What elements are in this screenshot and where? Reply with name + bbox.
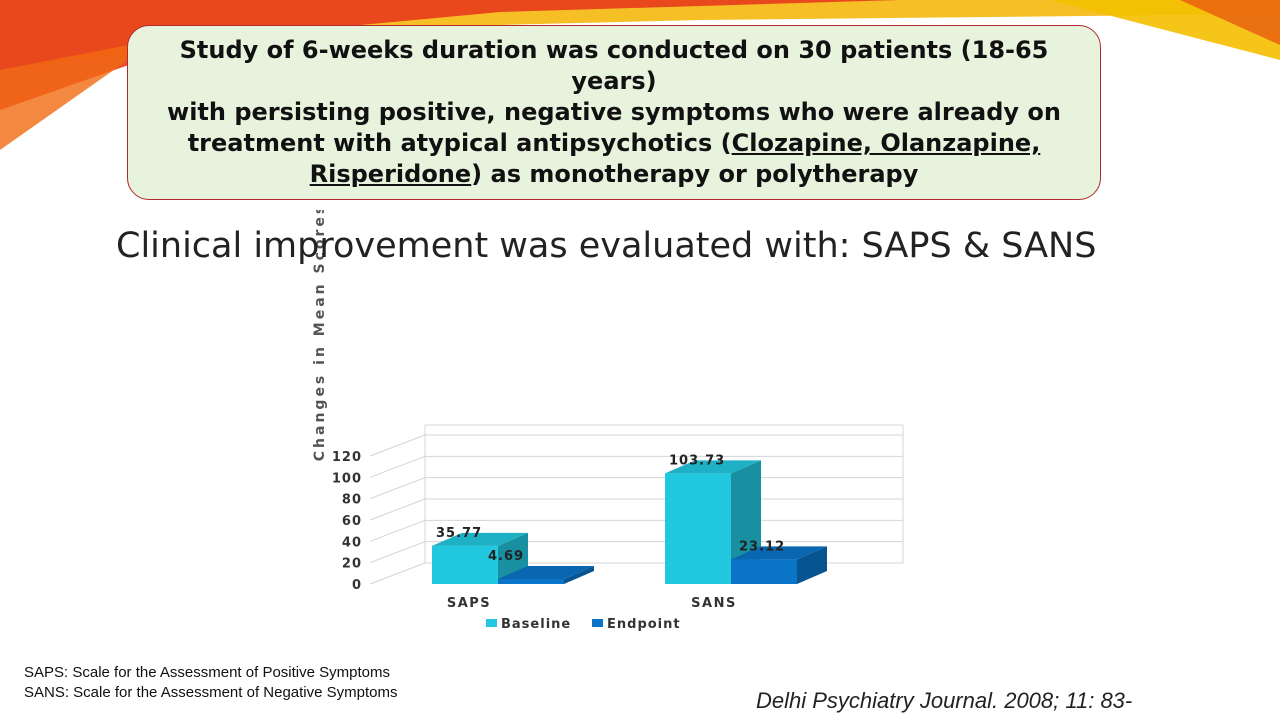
y-tick-label: 0 bbox=[352, 578, 362, 593]
study-summary-callout: Study of 6-weeks duration was conducted … bbox=[127, 25, 1101, 200]
legend-label: Endpoint bbox=[607, 617, 681, 632]
slide-subtitle: Clinical improvement was evaluated with:… bbox=[116, 226, 1097, 266]
gridline-depth bbox=[369, 498, 426, 521]
y-tick-label: 120 bbox=[332, 450, 362, 465]
footnote-sans: SANS: Scale for the Assessment of Negati… bbox=[24, 684, 398, 701]
legend-label: Baseline bbox=[501, 617, 571, 632]
gridline-depth bbox=[369, 519, 426, 542]
data-label: 4.69 bbox=[488, 549, 524, 564]
scores-bar-chart: 0 20 40 60 80 100 120 Changes in Mean Scores 35.… bbox=[312, 210, 904, 632]
drug-link-clozapine-olanzapine[interactable]: Clozapine, Olanzapine, bbox=[731, 129, 1041, 157]
y-axis-title: Changes in Mean Scores bbox=[312, 210, 328, 461]
y-tick-label: 100 bbox=[332, 471, 362, 486]
bar-top bbox=[432, 532, 528, 546]
legend-swatch bbox=[486, 619, 497, 627]
legend-swatch bbox=[592, 619, 603, 627]
y-tick-label: 80 bbox=[342, 493, 362, 508]
bar-baseline-sans bbox=[665, 473, 731, 584]
data-label: 103.73 bbox=[669, 453, 725, 468]
bar-endpoint-sans bbox=[731, 559, 797, 584]
gridline-depth bbox=[369, 541, 426, 564]
bar-baseline-saps bbox=[432, 545, 498, 584]
bar-side bbox=[564, 565, 594, 584]
y-tick-label: 60 bbox=[342, 514, 362, 529]
bar-side bbox=[797, 546, 827, 584]
gridline-depth bbox=[369, 562, 426, 585]
gridline-depth bbox=[369, 455, 426, 478]
study-summary-text: Study of 6-weeks duration was conducted … bbox=[158, 35, 1070, 190]
y-tick-label: 20 bbox=[342, 557, 362, 572]
callout-line-2: with persisting positive, negative sympt… bbox=[167, 98, 1061, 126]
y-tick-label: 40 bbox=[342, 535, 362, 550]
bar-top bbox=[665, 460, 761, 474]
bar-top bbox=[731, 546, 827, 560]
gridline-depth bbox=[369, 434, 426, 457]
callout-line-1: Study of 6-weeks duration was conducted … bbox=[179, 36, 1049, 95]
gridline-depth bbox=[369, 477, 426, 500]
data-label: 23.12 bbox=[739, 539, 785, 554]
x-category-label: SAPS bbox=[447, 596, 491, 611]
drug-link-risperidone[interactable]: Risperidone bbox=[309, 160, 472, 188]
footnote-saps: SAPS: Scale for the Assessment of Positi… bbox=[24, 664, 390, 681]
callout-line-3: treatment with atypical antipsychotics ( bbox=[187, 129, 732, 157]
bar-endpoint-saps bbox=[498, 578, 564, 584]
bar-top bbox=[498, 565, 594, 579]
citation: Delhi Psychiatry Journal. 2008; 11: 83- bbox=[756, 688, 1133, 713]
callout-line-4: ) as monotherapy or polytherapy bbox=[471, 160, 919, 188]
data-label: 35.77 bbox=[436, 526, 482, 541]
x-category-label: SANS bbox=[691, 596, 737, 611]
